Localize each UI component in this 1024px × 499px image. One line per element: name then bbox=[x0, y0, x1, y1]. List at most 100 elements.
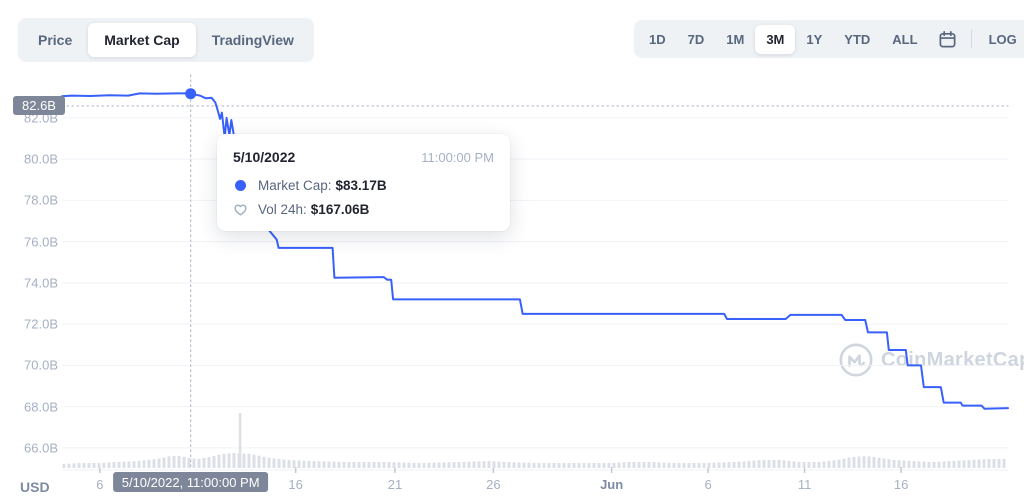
volume-bar bbox=[862, 456, 866, 468]
volume-bar bbox=[307, 461, 311, 468]
volume-bar bbox=[702, 463, 706, 468]
range-1d[interactable]: 1D bbox=[638, 25, 677, 54]
log-scale-button[interactable]: LOG bbox=[978, 25, 1024, 54]
tooltip-date: 5/10/2022 bbox=[233, 149, 296, 165]
currency-unit-label: USD bbox=[20, 479, 50, 495]
volume-bar bbox=[117, 461, 121, 468]
volume-bar bbox=[532, 462, 536, 468]
volume-bar bbox=[557, 463, 561, 468]
volume-bar bbox=[172, 456, 176, 468]
volume-bar bbox=[202, 457, 206, 468]
volume-bar bbox=[212, 455, 216, 468]
volume-heart-icon bbox=[233, 202, 248, 217]
volume-bar bbox=[302, 460, 306, 468]
volume-bar bbox=[382, 462, 386, 468]
chart-tooltip: 5/10/2022 11:00:00 PM Market Cap: $83.17… bbox=[217, 134, 510, 231]
volume-bar bbox=[562, 463, 566, 468]
volume-bar bbox=[122, 461, 126, 468]
volume-bar bbox=[412, 462, 416, 468]
volume-bar bbox=[507, 462, 511, 468]
volume-bar bbox=[842, 458, 846, 468]
volume-bar bbox=[482, 461, 486, 468]
tab-market-cap[interactable]: Market Cap bbox=[88, 23, 196, 57]
volume-bar bbox=[512, 462, 516, 468]
volume-bar bbox=[272, 458, 276, 468]
volume-bar bbox=[337, 461, 341, 468]
range-1y[interactable]: 1Y bbox=[795, 25, 833, 54]
volume-bar bbox=[887, 459, 891, 468]
volume-bar bbox=[762, 460, 766, 468]
volume-bar bbox=[872, 457, 876, 468]
tab-price[interactable]: Price bbox=[22, 23, 88, 57]
volume-bar bbox=[127, 461, 131, 468]
volume-spike-bar bbox=[238, 413, 242, 468]
range-3m[interactable]: 3M bbox=[755, 24, 796, 54]
volume-bar bbox=[327, 461, 331, 468]
volume-bar bbox=[472, 461, 476, 468]
y-axis-label: 80.0B bbox=[24, 151, 58, 167]
calendar-icon bbox=[938, 30, 957, 49]
volume-bar bbox=[207, 456, 211, 468]
volume-bar bbox=[377, 462, 381, 468]
volume-bar bbox=[572, 463, 576, 468]
range-all[interactable]: ALL bbox=[881, 25, 928, 54]
volume-bar bbox=[217, 454, 221, 468]
volume-bar bbox=[112, 462, 116, 468]
volume-bar bbox=[542, 463, 546, 468]
volume-bar bbox=[282, 459, 286, 468]
market-cap-series-icon bbox=[235, 180, 246, 191]
volume-bar bbox=[152, 459, 156, 468]
volume-bar bbox=[922, 461, 926, 468]
volume-bar bbox=[362, 462, 366, 468]
volume-bar bbox=[652, 462, 656, 468]
volume-bar bbox=[187, 457, 191, 468]
volume-bar bbox=[632, 462, 636, 468]
volume-bar bbox=[427, 462, 431, 468]
x-axis-label: 16 bbox=[893, 477, 909, 492]
volume-bar bbox=[947, 461, 951, 468]
volume-bar bbox=[837, 459, 841, 468]
volume-bar bbox=[527, 462, 531, 468]
volume-bar bbox=[772, 460, 776, 468]
volume-bar bbox=[537, 463, 541, 468]
volume-bar bbox=[757, 460, 761, 468]
volume-bar bbox=[322, 461, 326, 468]
range-selector: 1D 7D 1M 3M 1Y YTD ALL LOG bbox=[634, 20, 1024, 58]
volume-bar bbox=[82, 463, 86, 468]
range-1m[interactable]: 1M bbox=[715, 25, 755, 54]
volume-bar bbox=[672, 462, 676, 468]
volume-bar bbox=[682, 463, 686, 468]
x-axis-label: 16 bbox=[288, 477, 303, 492]
volume-bar bbox=[977, 459, 981, 468]
volume-bar bbox=[1002, 459, 1006, 468]
tab-tradingview[interactable]: TradingView bbox=[196, 23, 310, 57]
volume-bar bbox=[782, 460, 786, 468]
volume-bar bbox=[312, 461, 316, 468]
volume-bar bbox=[442, 462, 446, 468]
y-axis-label: 68.0B bbox=[24, 399, 58, 415]
volume-bar bbox=[97, 463, 101, 468]
volume-bar bbox=[72, 463, 76, 468]
volume-bar bbox=[767, 460, 771, 468]
volume-bar bbox=[817, 461, 821, 468]
volume-bar bbox=[957, 460, 961, 468]
volume-bar bbox=[142, 460, 146, 468]
volume-bar bbox=[577, 463, 581, 468]
volume-bar bbox=[397, 462, 401, 468]
volume-bar bbox=[317, 461, 321, 468]
volume-bar bbox=[432, 462, 436, 468]
volume-bar bbox=[222, 453, 226, 468]
calendar-button[interactable] bbox=[930, 26, 965, 53]
volume-bar bbox=[982, 459, 986, 468]
volume-bar bbox=[967, 460, 971, 468]
volume-bar bbox=[962, 460, 966, 468]
x-axis-label: 6 bbox=[96, 477, 104, 492]
volume-bar bbox=[712, 462, 716, 468]
volume-bar bbox=[387, 462, 391, 468]
volume-bar bbox=[87, 463, 91, 468]
range-7d[interactable]: 7D bbox=[677, 25, 716, 54]
volume-bar bbox=[347, 462, 351, 468]
range-ytd[interactable]: YTD bbox=[833, 25, 881, 54]
volume-label: Vol 24h: bbox=[258, 202, 307, 217]
